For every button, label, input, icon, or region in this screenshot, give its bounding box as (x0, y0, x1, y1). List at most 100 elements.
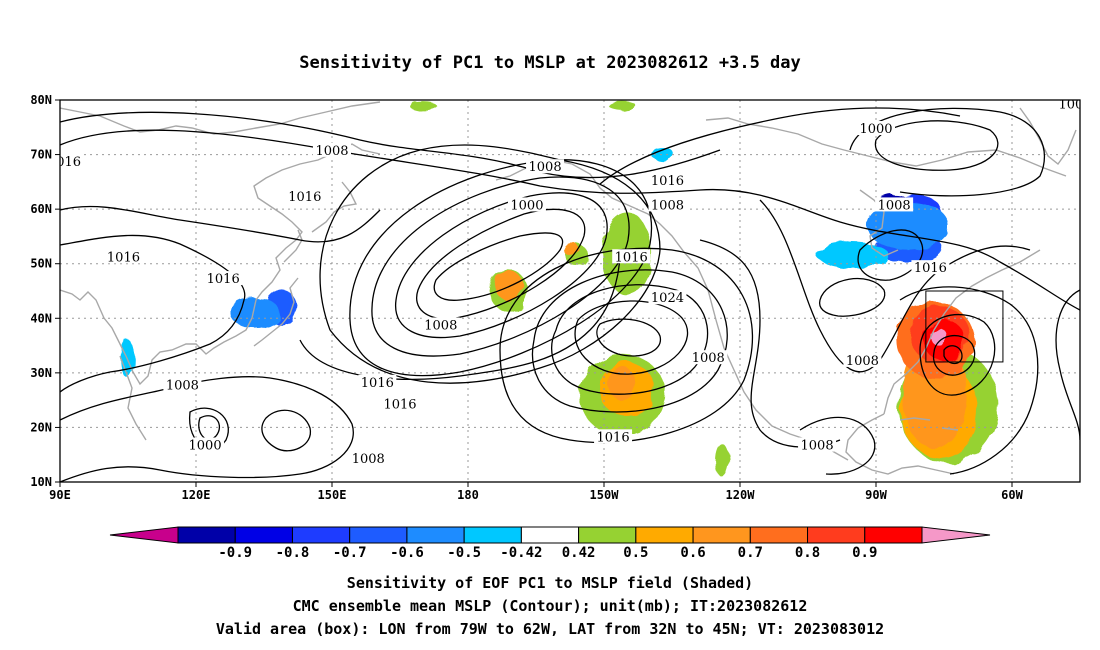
contour-label: 100 (1059, 97, 1084, 112)
contour-label-bg (526, 159, 565, 174)
colorbar-left-arrow (109, 526, 179, 544)
contour-low-pacific-1 (433, 232, 564, 301)
contour-label: 1008 (801, 439, 834, 454)
map-panel: 1008 1008 1016 1016 1016 1016 1016 1016 1016 1016… (48, 97, 1084, 483)
contour-label: 1016 (615, 250, 648, 265)
contour-label-bg (911, 260, 950, 275)
lon-tick-label: 120W (726, 488, 756, 502)
contour-label: 1000 (189, 439, 222, 454)
contour-high-2 (551, 284, 709, 395)
contour-label: 1016 (383, 398, 416, 413)
contour-1008-arctic (599, 107, 961, 185)
contour-arctic-outer (849, 107, 1046, 197)
contour-low-pacific-3 (395, 192, 608, 339)
contour-label-bg (313, 142, 351, 157)
colorbar-swatch (463, 526, 522, 544)
contour-label: 1000 (510, 198, 543, 213)
colorbar-label: 0.9 (852, 545, 877, 561)
contour-1008-low-c (261, 409, 311, 452)
contour-1016-canada (818, 277, 886, 317)
coastline-arctic-canada (705, 117, 1067, 177)
contour-label-bg (204, 271, 243, 286)
colorbar-swatch (749, 526, 809, 544)
coastline-siberia (60, 101, 381, 135)
lat-tick-label: 30N (30, 366, 52, 380)
contour-label-bg (381, 396, 419, 411)
colorbar-swatch (807, 526, 866, 544)
contour-label: 1024 (651, 291, 684, 306)
lon-tick-label: 90W (865, 488, 887, 502)
colorbar-swatch (578, 526, 637, 544)
contour-low-pacific-4 (371, 176, 630, 357)
colorbar-swatch (406, 526, 465, 544)
contour-label-bg (186, 437, 225, 452)
colorbar-right-arrow (921, 526, 991, 544)
colorbar-swatch (291, 526, 351, 544)
contour-label: 1000 (859, 122, 892, 137)
lat-tick-label: 40N (30, 311, 52, 325)
lat-tick-label: 10N (30, 475, 52, 489)
contour-1016-pacific-mid (319, 144, 661, 384)
colorbar-label: -0.5 (447, 545, 481, 561)
contour-high-1 (574, 300, 689, 375)
contour-label: 1008 (166, 379, 199, 394)
lon-tick-label: 150W (590, 488, 620, 502)
lon-tick-label: 90E (49, 488, 71, 502)
map-title: Sensitivity of PC1 to MSLP at 2023082612… (299, 53, 801, 73)
colorbar-label: 0.7 (738, 545, 763, 561)
contour-low-pacific-5 (349, 159, 653, 377)
contour-label: 1008 (352, 452, 385, 467)
colorbar-label: -0.8 (276, 545, 310, 561)
contour-high-1016 (499, 247, 753, 444)
contour-atlantic-outer (899, 286, 1039, 475)
contour-label: 1008 (878, 198, 911, 213)
contour-label: 1016 (651, 174, 684, 189)
map-frame (59, 99, 1081, 483)
contour-label: 1016 (107, 250, 140, 265)
lat-tick-label: 20N (30, 420, 52, 434)
mslp-contours (60, 107, 1080, 482)
contour-1016-west (60, 234, 246, 393)
contour-label: 1016 (48, 155, 81, 170)
colorbar-label: -0.42 (500, 545, 542, 561)
coastline-asia (60, 143, 381, 386)
lon-tick-label: 180 (457, 488, 479, 502)
footer-line-3: Valid area (box): LON from 79W to 62W, L… (216, 620, 884, 638)
contour-label-bg (648, 197, 687, 212)
contour-label-bg (358, 374, 397, 389)
contour-label-bg (421, 317, 460, 332)
shaded-region-26 (931, 328, 948, 347)
contour-label-bg (798, 437, 837, 452)
contour-labels: 1008 1008 1016 1016 1016 1016 1016 1016 1016 1016… (48, 97, 1084, 467)
colorbar-label: 0.6 (680, 545, 705, 561)
coastline-gulf (845, 413, 955, 475)
contour-label: 1008 (529, 160, 562, 175)
contour-label-bg (857, 121, 895, 136)
coastline-japan (253, 229, 303, 347)
lat-lon-grid (60, 100, 1080, 482)
shaded-region-18 (608, 367, 636, 401)
lon-tick-label: 150E (318, 488, 347, 502)
shaded-region-12 (494, 271, 524, 300)
contour-label: 1016 (207, 272, 240, 287)
contour-low-atlantic-3 (919, 314, 996, 396)
contour-label-bg (875, 197, 914, 212)
coastline-alaska (495, 159, 849, 461)
shaded-region-8 (651, 148, 675, 162)
contour-label-bg (648, 290, 687, 305)
colorbar-label: 0.8 (795, 545, 820, 561)
contour-1016-asia (60, 205, 381, 243)
contour-low-atlantic-2 (932, 334, 976, 376)
contour-1000-low-a (198, 415, 221, 441)
contour-high-1024 (531, 269, 728, 413)
contour-label: 1008 (424, 318, 457, 333)
lon-tick-label: 120E (182, 488, 211, 502)
footer-line-2: CMC ensemble mean MSLP (Contour); unit(m… (293, 597, 808, 615)
shaded-region-19 (715, 443, 729, 477)
contour-label: 1008 (846, 354, 879, 369)
lat-tick-label: 50N (30, 257, 52, 271)
shaded-region-14 (564, 243, 581, 257)
contour-1000-low-b (189, 407, 229, 449)
